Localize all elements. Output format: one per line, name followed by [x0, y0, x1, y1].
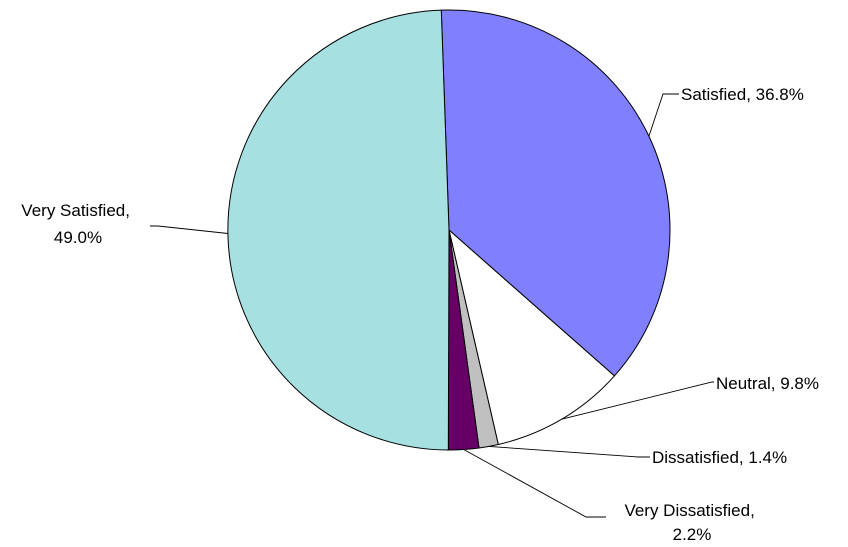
label-neutral: Neutral, 9.8%: [716, 374, 819, 393]
pie-slice-satisfied: [440, 9, 671, 377]
leader-line-neutral: [561, 381, 714, 420]
label-dissatisfied: Dissatisfied, 1.4%: [652, 448, 787, 467]
label-very-dissatisfied: Very Dissatisfied, 2.2%: [624, 501, 759, 544]
pie-slices: [227, 9, 671, 451]
label-very-dissatisfied-line2: 2.2%: [673, 525, 712, 544]
label-very-dissatisfied-line1: Very Dissatisfied,: [624, 501, 754, 520]
leader-line-very-satisfied: [150, 225, 229, 234]
data-labels: Satisfied, 36.8% Neutral, 9.8% Dissatisf…: [21, 85, 819, 544]
leader-line-dissatisfied: [488, 445, 650, 458]
label-satisfied: Satisfied, 36.8%: [681, 85, 804, 104]
leader-line-satisfied: [648, 93, 679, 137]
label-very-satisfied-line1: Very Satisfied,: [21, 201, 130, 220]
leader-lines: [150, 93, 714, 518]
label-very-satisfied-line2: 49.0%: [54, 228, 102, 247]
label-very-satisfied: Very Satisfied, 49.0%: [21, 201, 134, 247]
pie-slice-very-satisfied: [227, 9, 450, 451]
leader-line-very-dissatisfied: [463, 449, 606, 518]
